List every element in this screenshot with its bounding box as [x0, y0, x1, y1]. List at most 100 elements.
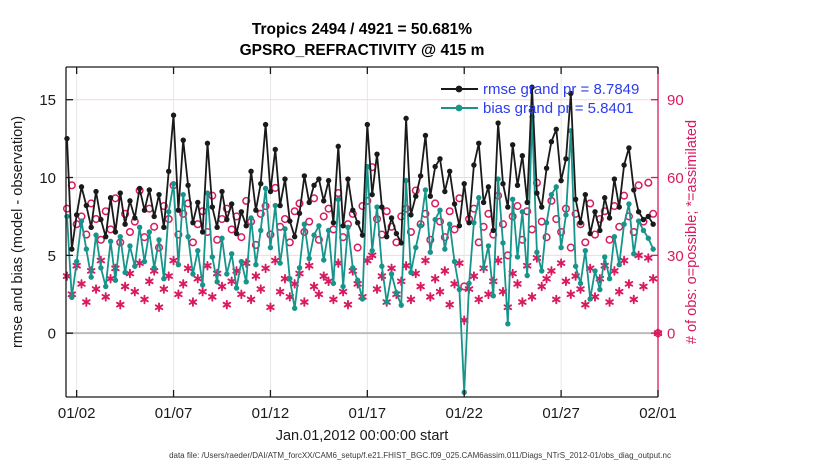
possible-obs-marker-icon [440, 233, 449, 242]
assimilated-obs-marker-icon [280, 275, 290, 282]
x-tick-label: 01/02 [58, 405, 96, 422]
rmse-marker-icon [93, 188, 99, 195]
bias-marker-icon [427, 249, 434, 255]
rmse-marker-icon [563, 156, 569, 162]
rmse-marker-icon [267, 188, 274, 195]
bias-marker-icon [291, 305, 298, 311]
rmse-marker-icon [141, 207, 148, 213]
bias-marker-icon [78, 218, 85, 224]
assimilated-obs-marker-icon [237, 291, 246, 298]
assimilated-obs-marker-icon [469, 273, 479, 279]
bias-marker-icon [640, 227, 647, 234]
bias-marker-icon [195, 247, 201, 254]
assimilated-obs-marker-icon [387, 265, 396, 272]
assimilated-obs-marker-icon [406, 296, 416, 303]
bias-marker-icon [267, 244, 274, 251]
assimilated-obs-marker-icon [314, 291, 324, 298]
possible-obs-marker-icon [121, 209, 130, 218]
bias-marker-icon [64, 213, 70, 220]
bias-marker-icon [534, 249, 540, 255]
bias-marker-icon [587, 296, 593, 302]
rmse-marker-icon [446, 168, 453, 174]
rmse-marker-icon [359, 232, 366, 238]
bias-marker-icon [558, 244, 564, 251]
rmse-marker-icon [88, 224, 94, 231]
bias-marker-icon [277, 260, 283, 266]
assimilated-obs-marker-icon [159, 286, 169, 292]
rmse-marker-icon [291, 233, 298, 240]
rmse-marker-icon [166, 168, 172, 174]
possible-obs-marker-icon [353, 243, 362, 252]
assimilated-obs-marker-icon [610, 268, 619, 274]
rmse-marker-icon [180, 137, 186, 143]
possible-obs-marker-icon [581, 238, 590, 247]
rmse-marker-icon [199, 229, 206, 235]
assimilated-obs-marker-icon [377, 273, 387, 279]
bias-marker-icon [296, 265, 303, 271]
bias-marker-icon [141, 258, 148, 265]
assimilated-obs-marker-icon [145, 278, 154, 285]
footer-data-file: data file: /Users/raeder/DAI/ATM_forcXX/… [169, 451, 671, 460]
possible-obs-marker-icon [644, 178, 653, 187]
rmse-marker-icon [451, 201, 458, 207]
rmse-marker-icon [393, 230, 400, 237]
possible-obs-marker-icon [174, 230, 183, 239]
rmse-marker-icon [369, 191, 375, 198]
rmse-marker-icon [136, 185, 143, 192]
assimilated-obs-marker-icon [116, 301, 125, 308]
assimilated-obs-marker-icon [62, 273, 72, 279]
bias-marker-icon [602, 254, 608, 260]
assimilated-obs-marker-icon [130, 288, 140, 295]
bias-marker-icon [209, 254, 216, 260]
bias-marker-icon [258, 227, 264, 234]
bias-marker-icon [146, 229, 153, 235]
rmse-marker-icon [631, 187, 637, 193]
x-tick-label: 02/01 [639, 405, 677, 422]
assimilated-obs-marker-icon [474, 296, 483, 303]
bias-marker-icon [204, 190, 211, 196]
bias-marker-icon [330, 280, 337, 287]
rmse-marker-icon [107, 195, 114, 201]
assimilated-obs-marker-icon [639, 283, 648, 290]
bias-marker-icon [345, 224, 351, 231]
rmse-marker-icon [238, 209, 245, 215]
rmse-marker-icon [432, 163, 438, 170]
rmse-marker-icon [117, 190, 123, 196]
rmse-marker-icon [635, 209, 642, 215]
rmse-marker-icon [471, 162, 477, 168]
rmse-marker-icon [233, 230, 240, 237]
assimilated-obs-marker-icon [440, 268, 450, 274]
possible-obs-marker-icon [125, 227, 134, 237]
assimilated-markers [62, 250, 663, 338]
rmse-marker-icon [616, 204, 622, 210]
possible-obs-marker-icon [566, 243, 575, 252]
x-tick-label: 01/12 [252, 405, 290, 422]
bias-marker-icon [408, 269, 414, 276]
bias-marker-icon [103, 283, 109, 290]
assimilated-obs-marker-icon [648, 275, 658, 282]
rmse-marker-icon [151, 213, 157, 220]
bias-marker-icon [311, 232, 317, 238]
bias-marker-icon [490, 293, 496, 299]
rmse-marker-icon [534, 190, 540, 196]
bias-marker-icon [476, 195, 482, 201]
bias-marker-icon [509, 196, 516, 203]
rmse-marker-icon [505, 204, 511, 210]
rmse-marker-icon [422, 132, 429, 139]
rmse-marker-icon [127, 198, 133, 204]
possible-obs-marker-icon [649, 209, 658, 218]
right-y-tick-label: 30 [667, 248, 684, 265]
rmse-marker-icon [243, 223, 249, 229]
rmse-marker-icon [248, 168, 254, 174]
possible-obs-marker-icon [542, 233, 551, 242]
rmse-marker-icon [417, 173, 424, 179]
rmse-marker-icon [553, 126, 559, 132]
bias-marker-icon [253, 261, 259, 268]
possible-obs-marker-icon [237, 233, 246, 242]
possible-obs-marker-icon [227, 225, 236, 234]
chart-subtitle: GPSRO_REFRACTIVITY @ 415 m [240, 42, 485, 59]
rmse-marker-icon [204, 140, 211, 146]
possible-obs-marker-icon [431, 199, 440, 208]
legend-bias-marker-icon [455, 104, 463, 112]
